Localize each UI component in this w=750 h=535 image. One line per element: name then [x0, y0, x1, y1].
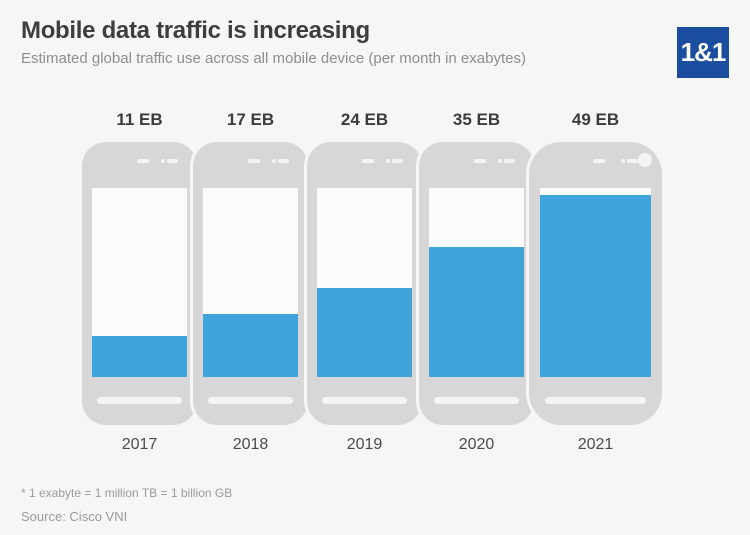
- brand-logo-text: 1&1: [680, 37, 727, 67]
- phone-screen: [92, 188, 187, 377]
- sensor-dot-icon: [272, 159, 276, 163]
- phone-screen: [203, 188, 298, 377]
- page-title: Mobile data traffic is increasing: [21, 17, 370, 44]
- home-button-bar: [545, 397, 646, 404]
- phone-screen: [540, 188, 651, 377]
- value-label: 17 EB: [226, 110, 275, 129]
- speaker-icon: [137, 159, 149, 163]
- brand-logo: 1&1: [677, 27, 729, 78]
- phone-screen: [317, 188, 412, 377]
- speaker-icon: [593, 159, 605, 163]
- home-button-bar: [97, 397, 182, 404]
- data-bar: [203, 314, 298, 377]
- page-subtitle: Estimated global traffic use across all …: [21, 50, 526, 67]
- home-button-bar: [322, 397, 407, 404]
- home-button-bar: [208, 397, 293, 404]
- sensor-dot-icon: [621, 159, 625, 163]
- speaker-icon: [474, 159, 486, 163]
- speaker-icon: [248, 159, 260, 163]
- earpiece-icon: [392, 159, 403, 163]
- phone-2021: [529, 142, 662, 425]
- year-label: 2021: [577, 436, 614, 453]
- phone-2018: [193, 142, 308, 425]
- data-bar: [317, 288, 412, 377]
- value-label: 49 EB: [571, 110, 620, 129]
- phone-2019: [307, 142, 422, 425]
- data-bar: [92, 336, 187, 377]
- year-label: 2020: [458, 436, 495, 453]
- year-label: 2019: [346, 436, 383, 453]
- earpiece-icon: [504, 159, 515, 163]
- value-label: 35 EB: [452, 110, 501, 129]
- phone-2020: [419, 142, 534, 425]
- source-credit: Source: Cisco VNI: [21, 509, 128, 524]
- value-label: 11 EB: [116, 110, 163, 129]
- data-bar: [540, 195, 651, 377]
- year-label: 2018: [232, 436, 269, 453]
- earpiece-icon: [278, 159, 289, 163]
- earpiece-icon: [627, 159, 638, 163]
- sensor-dot-icon: [498, 159, 502, 163]
- speaker-icon: [362, 159, 374, 163]
- sensor-dot-icon: [161, 159, 165, 163]
- earpiece-icon: [167, 159, 178, 163]
- value-label: 24 EB: [340, 110, 389, 129]
- sensor-dot-icon: [386, 159, 390, 163]
- year-label: 2017: [121, 436, 158, 453]
- data-bar: [429, 247, 524, 377]
- home-button-bar: [434, 397, 519, 404]
- phone-screen: [429, 188, 524, 377]
- phone-2017: [82, 142, 197, 425]
- camera-icon: [638, 153, 652, 167]
- footnote: * 1 exabyte = 1 million TB = 1 billion G…: [21, 486, 233, 500]
